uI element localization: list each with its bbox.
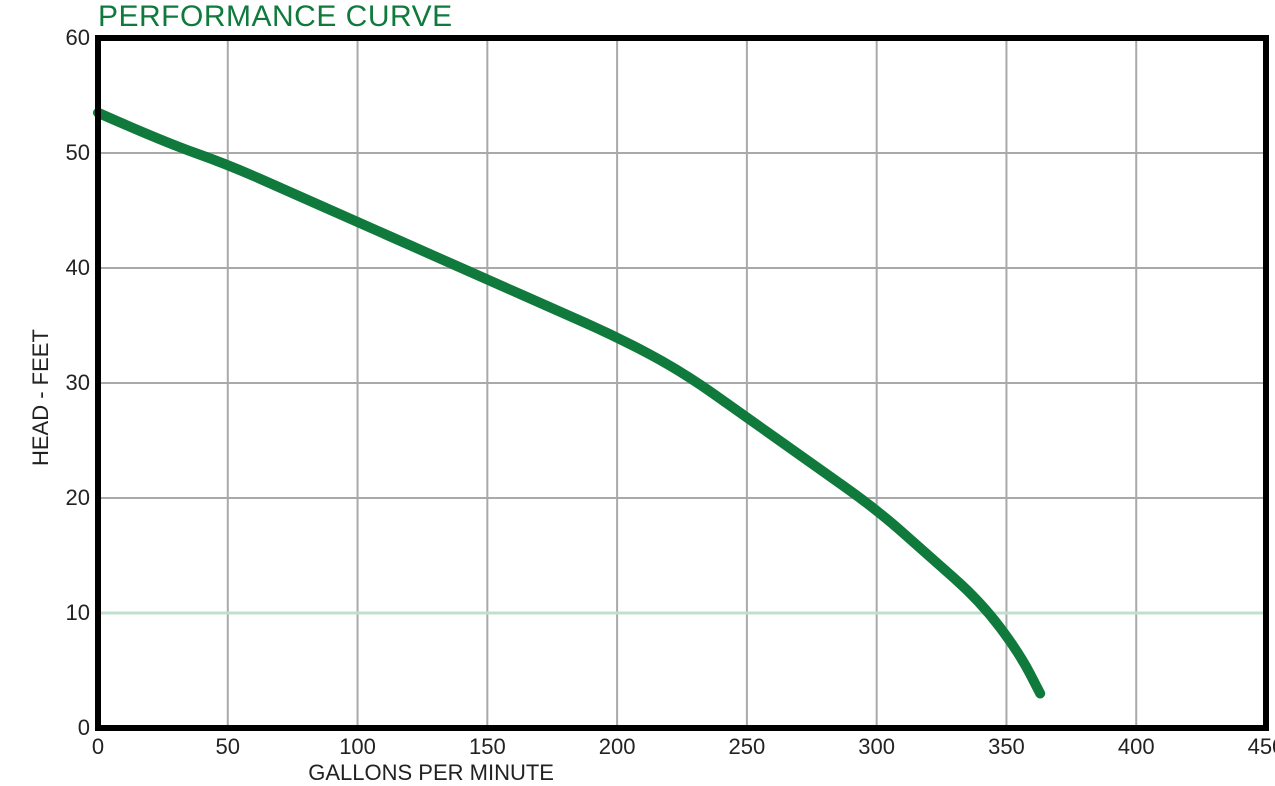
- x-tick-label: 250: [717, 734, 777, 760]
- chart-svg: [0, 0, 1275, 785]
- y-tick-label: 10: [40, 600, 90, 626]
- y-tick-label: 0: [40, 715, 90, 741]
- x-tick-label: 200: [587, 734, 647, 760]
- chart-title: PERFORMANCE CURVE: [98, 0, 453, 34]
- y-tick-label: 50: [40, 140, 90, 166]
- y-tick-label: 30: [40, 370, 90, 396]
- x-tick-label: 50: [198, 734, 258, 760]
- y-tick-label: 60: [40, 25, 90, 51]
- y-tick-label: 20: [40, 485, 90, 511]
- x-tick-label: 450: [1236, 734, 1275, 760]
- x-tick-label: 400: [1106, 734, 1166, 760]
- x-tick-label: 350: [976, 734, 1036, 760]
- chart-container: PERFORMANCE CURVE HEAD - FEET GALLONS PE…: [0, 0, 1275, 785]
- y-axis-label: HEAD - FEET: [28, 329, 54, 466]
- y-tick-label: 40: [40, 255, 90, 281]
- x-tick-label: 150: [457, 734, 517, 760]
- x-tick-label: 100: [328, 734, 388, 760]
- x-axis-label: GALLONS PER MINUTE: [308, 760, 554, 786]
- x-tick-label: 300: [847, 734, 907, 760]
